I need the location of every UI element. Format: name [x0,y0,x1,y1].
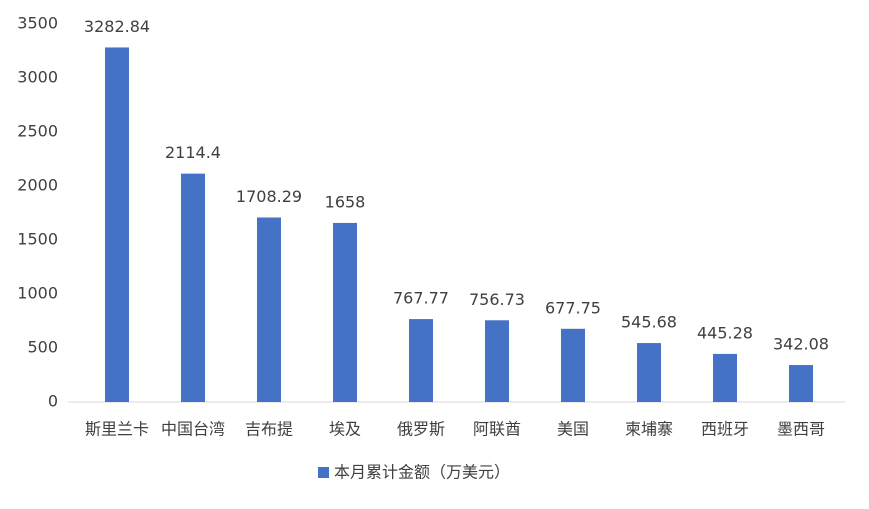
data-label: 1708.29 [236,187,302,206]
bar [181,173,205,402]
x-tick-label: 美国 [557,420,589,439]
data-label: 445.28 [697,323,753,342]
data-label: 2114.4 [165,143,221,162]
data-label: 756.73 [469,290,525,309]
x-tick-label: 柬埔寨 [625,420,673,439]
bar [637,343,661,402]
data-label: 1658 [325,192,366,211]
y-tick-label: 1500 [17,230,58,249]
data-label: 545.68 [621,313,677,332]
data-label: 342.08 [773,335,829,354]
bar [789,365,813,402]
legend-swatch [318,467,329,478]
bar [333,222,357,402]
bar [409,319,433,402]
y-tick-label: 3500 [17,14,58,33]
x-tick-label: 中国台湾 [161,420,225,439]
bar [257,217,281,402]
bar [485,320,509,402]
x-tick-label: 墨西哥 [777,420,825,439]
y-tick-label: 2500 [17,122,58,141]
y-tick-label: 3000 [17,68,58,87]
y-tick-label: 500 [27,338,58,357]
x-tick-label: 斯里兰卡 [85,420,149,439]
x-tick-label: 俄罗斯 [397,420,445,439]
bar [561,328,585,402]
x-tick-label: 西班牙 [701,420,749,439]
x-tick-label: 吉布提 [245,420,293,439]
data-label: 3282.84 [84,17,150,36]
legend-label: 本月累计金额（万美元） [334,463,510,482]
data-label: 767.77 [393,289,449,308]
data-label: 677.75 [545,298,601,317]
y-tick-label: 1000 [17,284,58,303]
bar [713,353,737,402]
x-tick-label: 阿联酋 [473,420,521,439]
y-tick-label: 0 [48,392,58,411]
bar [105,47,129,403]
x-tick-label: 埃及 [329,420,361,439]
y-tick-label: 2000 [17,176,58,195]
